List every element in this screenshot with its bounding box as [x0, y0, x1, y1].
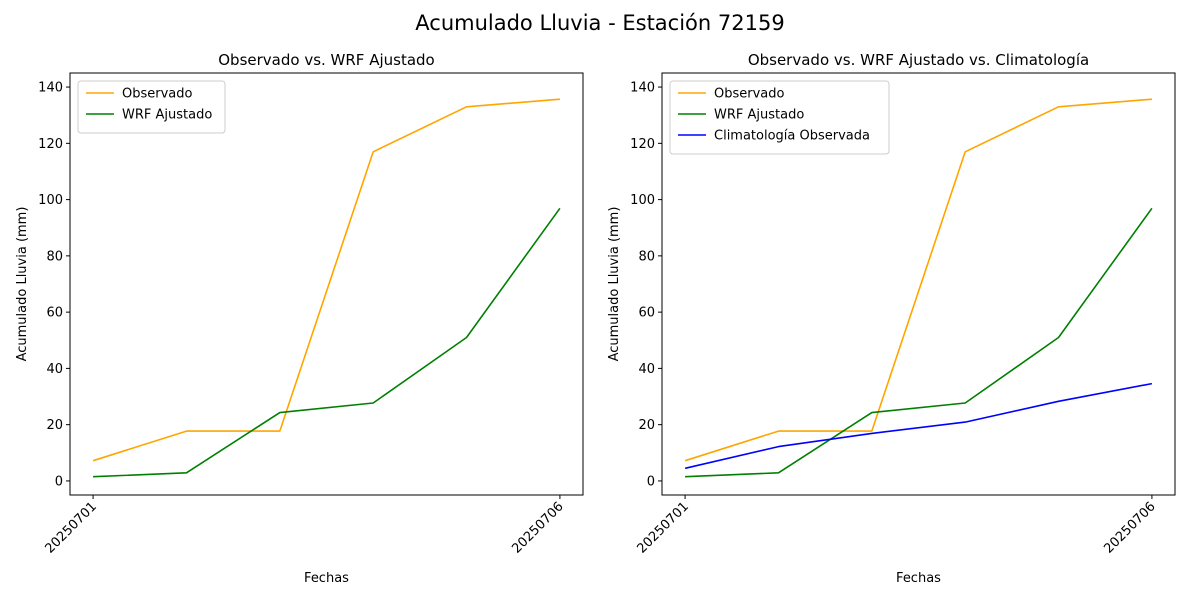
legend-label: WRF Ajustado [714, 108, 804, 123]
series-line-wrf-ajustado [685, 207, 1153, 478]
legend-label: Climatología Observada [714, 129, 870, 144]
left-chart-panel: Observado vs. WRF Ajustado 0 20 40 60 80 100 12… [15, 51, 584, 586]
series-line-observado [92, 98, 560, 462]
y-tick-label: 40 [46, 362, 63, 377]
y-tick-label: 20 [46, 418, 63, 433]
legend-label: Observado [122, 87, 193, 102]
y-tick-label: 60 [46, 306, 63, 321]
x-tick-label: 20250701 [43, 499, 100, 556]
x-axis-label: Fechas [304, 571, 349, 586]
y-tick-label: 80 [638, 249, 655, 264]
y-tick-label: 100 [38, 193, 63, 208]
legend-label: Observado [714, 87, 785, 102]
x-tick-label: 20250706 [1101, 499, 1158, 556]
x-tick-label: 20250701 [635, 499, 692, 556]
y-tick-label: 40 [638, 362, 655, 377]
legend-box [77, 80, 226, 134]
legend-box [669, 80, 890, 155]
y-tick-label: 120 [630, 137, 655, 152]
figure-title: Acumulado Lluvia - Estación 72159 [415, 11, 784, 35]
y-tick-label: 120 [38, 137, 63, 152]
axes-frame [661, 72, 1176, 496]
y-tick-label: 0 [647, 474, 655, 489]
series-line-observado [684, 98, 1152, 462]
legend-label: WRF Ajustado [122, 108, 212, 123]
series-line-climatolog-a-observada [684, 382, 1153, 470]
chart-title: Observado vs. WRF Ajustado vs. Climatolo… [748, 51, 1089, 69]
y-tick-label: 60 [638, 306, 655, 321]
y-tick-label: 0 [55, 474, 63, 489]
chart-title: Observado vs. WRF Ajustado [218, 51, 434, 69]
right-chart-panel: Observado vs. WRF Ajustado vs. Climatolo… [607, 51, 1176, 586]
y-tick-label: 100 [630, 193, 655, 208]
y-axis-label: Acumulado Lluvia (mm) [607, 207, 622, 362]
y-tick-label: 140 [38, 81, 63, 96]
y-axis-label: Acumulado Lluvia (mm) [15, 207, 30, 362]
x-axis-label: Fechas [896, 571, 941, 586]
y-tick-label: 80 [46, 249, 63, 264]
series-line-wrf-ajustado [93, 207, 561, 478]
y-tick-label: 140 [630, 81, 655, 96]
y-tick-label: 20 [638, 418, 655, 433]
x-tick-label: 20250706 [509, 499, 566, 556]
axes-frame [69, 72, 584, 496]
